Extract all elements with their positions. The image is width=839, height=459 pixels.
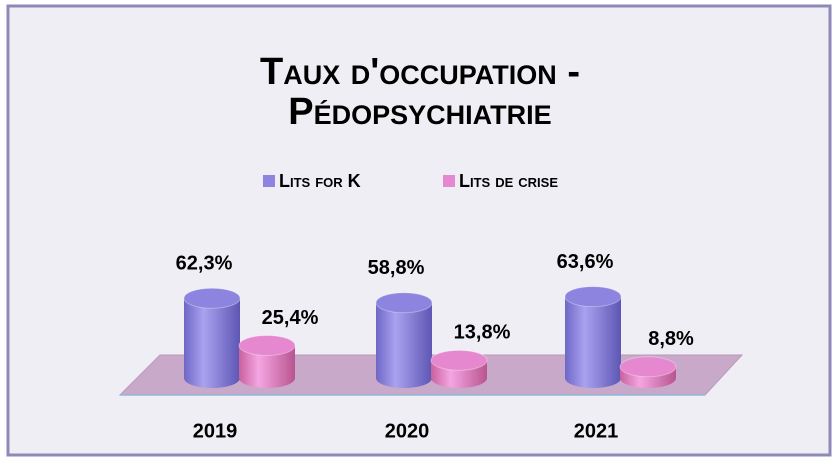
- chart-title: Taux d'occupation -: [260, 51, 580, 93]
- data-label: 62,3%: [176, 253, 233, 275]
- cylinder-top: [238, 334, 296, 356]
- chart-title: Pédopsychiatrie: [288, 91, 551, 133]
- data-label: 8,8%: [648, 328, 694, 350]
- x-tick-label: 2020: [385, 420, 430, 442]
- cylinder-body: [565, 296, 621, 388]
- cylinder-top: [183, 287, 241, 309]
- data-label: 25,4%: [262, 307, 319, 329]
- data-label: 58,8%: [368, 257, 425, 279]
- cylinder-body: [239, 345, 295, 388]
- x-tick-label: 2021: [574, 420, 619, 442]
- cylinder-body: [376, 302, 432, 388]
- data-label: 13,8%: [454, 322, 511, 344]
- data-label: 63,6%: [557, 251, 614, 273]
- x-tick-label: 2019: [193, 420, 238, 442]
- cylinder-top: [375, 292, 433, 314]
- legend-swatch: [443, 175, 455, 187]
- legend-label: Lits for K: [279, 171, 361, 191]
- cylinder-top: [564, 286, 622, 308]
- legend-swatch: [263, 175, 275, 187]
- cylinder-top: [619, 356, 677, 378]
- legend-label: Lits de crise: [459, 171, 558, 191]
- cylinder-body: [184, 298, 240, 388]
- cylinder-top: [430, 349, 488, 371]
